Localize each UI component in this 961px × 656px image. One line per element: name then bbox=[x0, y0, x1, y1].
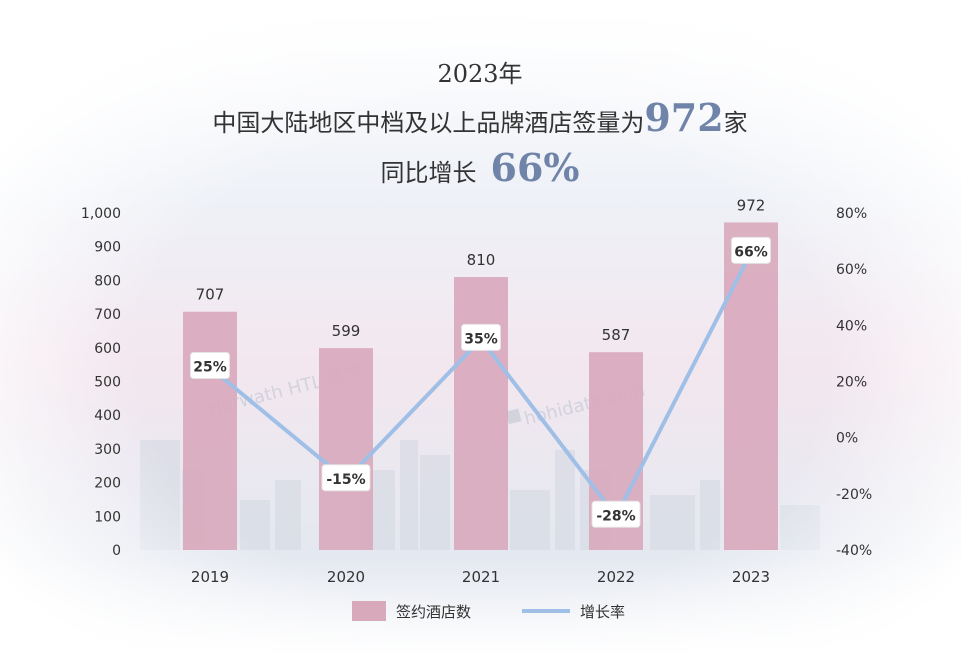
x-axis: 2019 2020 2021 2022 2023 bbox=[191, 568, 770, 586]
title-line-2-suffix: 家 bbox=[724, 109, 748, 137]
title-line-3-number: 66% bbox=[491, 145, 580, 190]
bar bbox=[319, 348, 373, 550]
x-tick-label: 2022 bbox=[597, 568, 635, 586]
x-tick-label: 2019 bbox=[191, 568, 229, 586]
left-axis: 0 100 200 300 400 500 600 700 800 900 1,000 bbox=[81, 206, 121, 559]
hohidata-logo-icon bbox=[505, 408, 522, 425]
title-line-3-prefix: 同比增长 bbox=[381, 159, 477, 187]
bar-value-label: 599 bbox=[332, 322, 361, 340]
title-line-3: 同比增长 66% bbox=[381, 145, 580, 190]
bar bbox=[724, 222, 778, 550]
rate-label-text: -15% bbox=[326, 472, 365, 488]
left-tick-label: 300 bbox=[94, 442, 121, 458]
legend-label-bar: 签约酒店数 bbox=[396, 603, 471, 621]
chart-title: 2023年 中国大陆地区中档及以上品牌酒店签量为972家 同比增长 66% bbox=[212, 60, 747, 190]
bar-value-label: 810 bbox=[467, 251, 496, 269]
rate-label-box bbox=[731, 236, 771, 264]
rate-label: 66% bbox=[731, 236, 771, 264]
bar-value-label: 587 bbox=[602, 326, 631, 344]
right-tick-label: 0% bbox=[836, 431, 858, 447]
rate-label-text: 25% bbox=[193, 359, 227, 375]
left-tick-label: 400 bbox=[94, 408, 121, 424]
left-tick-label: 700 bbox=[94, 307, 121, 323]
bar-value-label: 972 bbox=[737, 196, 766, 214]
right-tick-label: -40% bbox=[836, 543, 872, 559]
title-line-1: 2023年 bbox=[437, 60, 522, 88]
left-tick-label: 100 bbox=[94, 509, 121, 525]
left-tick-label: 500 bbox=[94, 375, 121, 391]
right-tick-label: 40% bbox=[836, 318, 867, 334]
rate-label-box bbox=[190, 351, 230, 379]
legend: 签约酒店数 增长率 bbox=[352, 601, 625, 621]
right-tick-label: 20% bbox=[836, 375, 867, 391]
rate-label: -28% bbox=[591, 500, 641, 528]
rate-label-box bbox=[461, 323, 501, 351]
rate-label: 35% bbox=[461, 323, 501, 351]
left-tick-label: 900 bbox=[94, 240, 121, 256]
x-tick-label: 2020 bbox=[327, 568, 365, 586]
title-line-2-prefix: 中国大陆地区中档及以上品牌酒店签量为 bbox=[212, 109, 644, 137]
bar-value-labels: 707 599 810 587 972 bbox=[196, 196, 766, 344]
legend-swatch-bar bbox=[352, 601, 386, 621]
x-tick-label: 2023 bbox=[732, 568, 770, 586]
right-axis: -40% -20% 0% 20% 40% 60% 80% bbox=[836, 206, 872, 559]
rate-label-text: 35% bbox=[464, 331, 498, 347]
rate-label-box bbox=[321, 464, 371, 492]
right-tick-label: 80% bbox=[836, 206, 867, 222]
bar bbox=[454, 277, 508, 550]
rate-labels: 25% -15% 35% -28% 66% bbox=[190, 236, 771, 528]
left-tick-label: 800 bbox=[94, 273, 121, 289]
rate-label-box bbox=[591, 500, 641, 528]
right-tick-label: 60% bbox=[836, 262, 867, 278]
rate-label: 25% bbox=[190, 351, 230, 379]
bar bbox=[183, 311, 237, 550]
rate-label-text: -28% bbox=[596, 508, 635, 524]
bar-value-label: 707 bbox=[196, 286, 225, 304]
left-tick-label: 0 bbox=[112, 543, 121, 559]
rate-label: -15% bbox=[321, 464, 371, 492]
x-tick-label: 2021 bbox=[462, 568, 500, 586]
rate-label-text: 66% bbox=[734, 244, 768, 260]
left-tick-label: 600 bbox=[94, 341, 121, 357]
bar-series bbox=[183, 222, 778, 550]
title-line-2-number: 972 bbox=[644, 95, 723, 140]
left-tick-label: 1,000 bbox=[81, 206, 121, 222]
legend-label-line: 增长率 bbox=[580, 603, 625, 621]
left-tick-label: 200 bbox=[94, 476, 121, 492]
right-tick-label: -20% bbox=[836, 487, 872, 503]
title-line-2: 中国大陆地区中档及以上品牌酒店签量为972家 bbox=[212, 95, 747, 140]
